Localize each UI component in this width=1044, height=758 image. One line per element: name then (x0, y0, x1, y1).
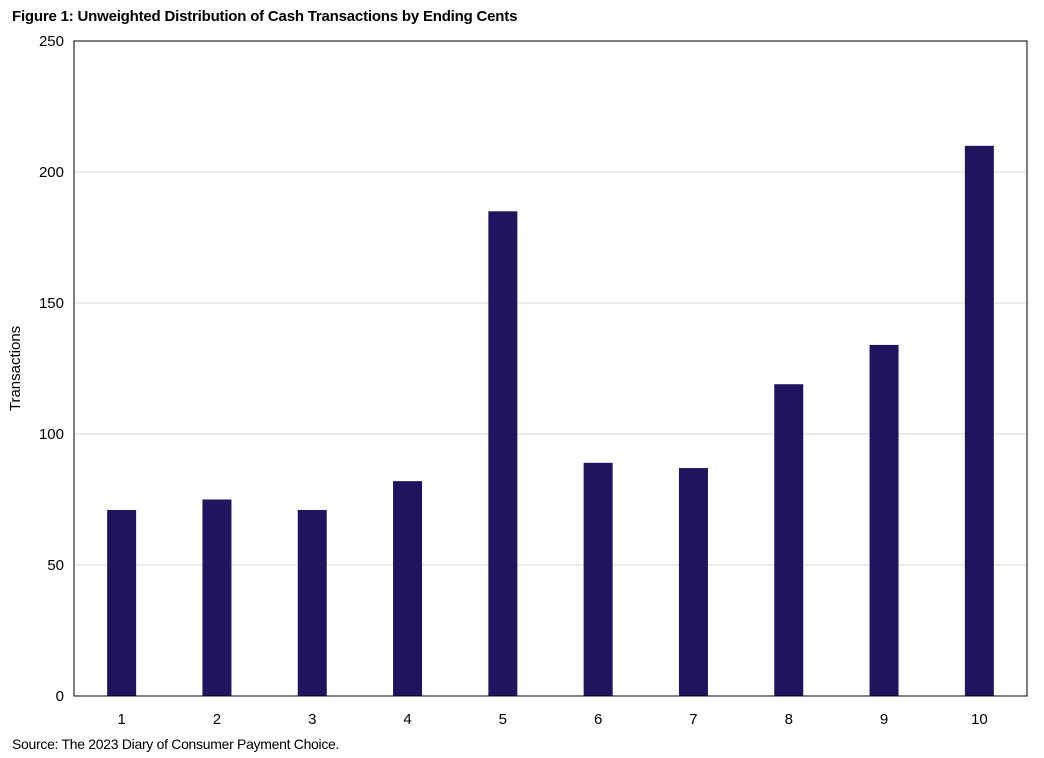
x-tick-label: 5 (499, 711, 507, 728)
x-tick-label: 6 (594, 711, 602, 728)
bar-8 (774, 384, 804, 696)
bar-3 (297, 509, 327, 696)
y-tick-label: 250 (39, 33, 64, 50)
x-tick-label: 2 (213, 711, 221, 728)
bar-2 (202, 499, 232, 696)
bar-1 (107, 509, 137, 696)
y-tick-label: 50 (47, 557, 64, 574)
x-tick-label: 7 (689, 711, 697, 728)
gridlines (74, 171, 1027, 566)
chart-title: Figure 1: Unweighted Distribution of Cas… (12, 8, 518, 25)
y-tick-label: 100 (39, 426, 64, 443)
bar-6 (583, 462, 613, 696)
y-axis-label: Transactions (7, 326, 24, 411)
x-tick-label: 4 (403, 711, 411, 728)
bar-10 (964, 145, 994, 697)
bar-7 (678, 468, 708, 696)
y-axis-ticks: 0 50 100 150 200 250 (39, 33, 64, 705)
bars (107, 145, 994, 697)
x-axis-ticks: 1 2 3 4 5 6 7 8 9 10 (117, 711, 987, 728)
x-tick-label: 10 (971, 711, 988, 728)
y-tick-label: 0 (56, 688, 64, 705)
y-tick-label: 150 (39, 295, 64, 312)
bar-4 (393, 481, 423, 696)
source-note: Source: The 2023 Diary of Consumer Payme… (12, 736, 340, 752)
bar-9 (869, 344, 899, 696)
bar-5 (488, 211, 518, 697)
plot-frame (73, 40, 1028, 697)
x-tick-label: 1 (117, 711, 125, 728)
x-tick-label: 3 (308, 711, 316, 728)
x-tick-label: 8 (785, 711, 793, 728)
y-tick-label: 200 (39, 164, 64, 181)
x-tick-label: 9 (880, 711, 888, 728)
